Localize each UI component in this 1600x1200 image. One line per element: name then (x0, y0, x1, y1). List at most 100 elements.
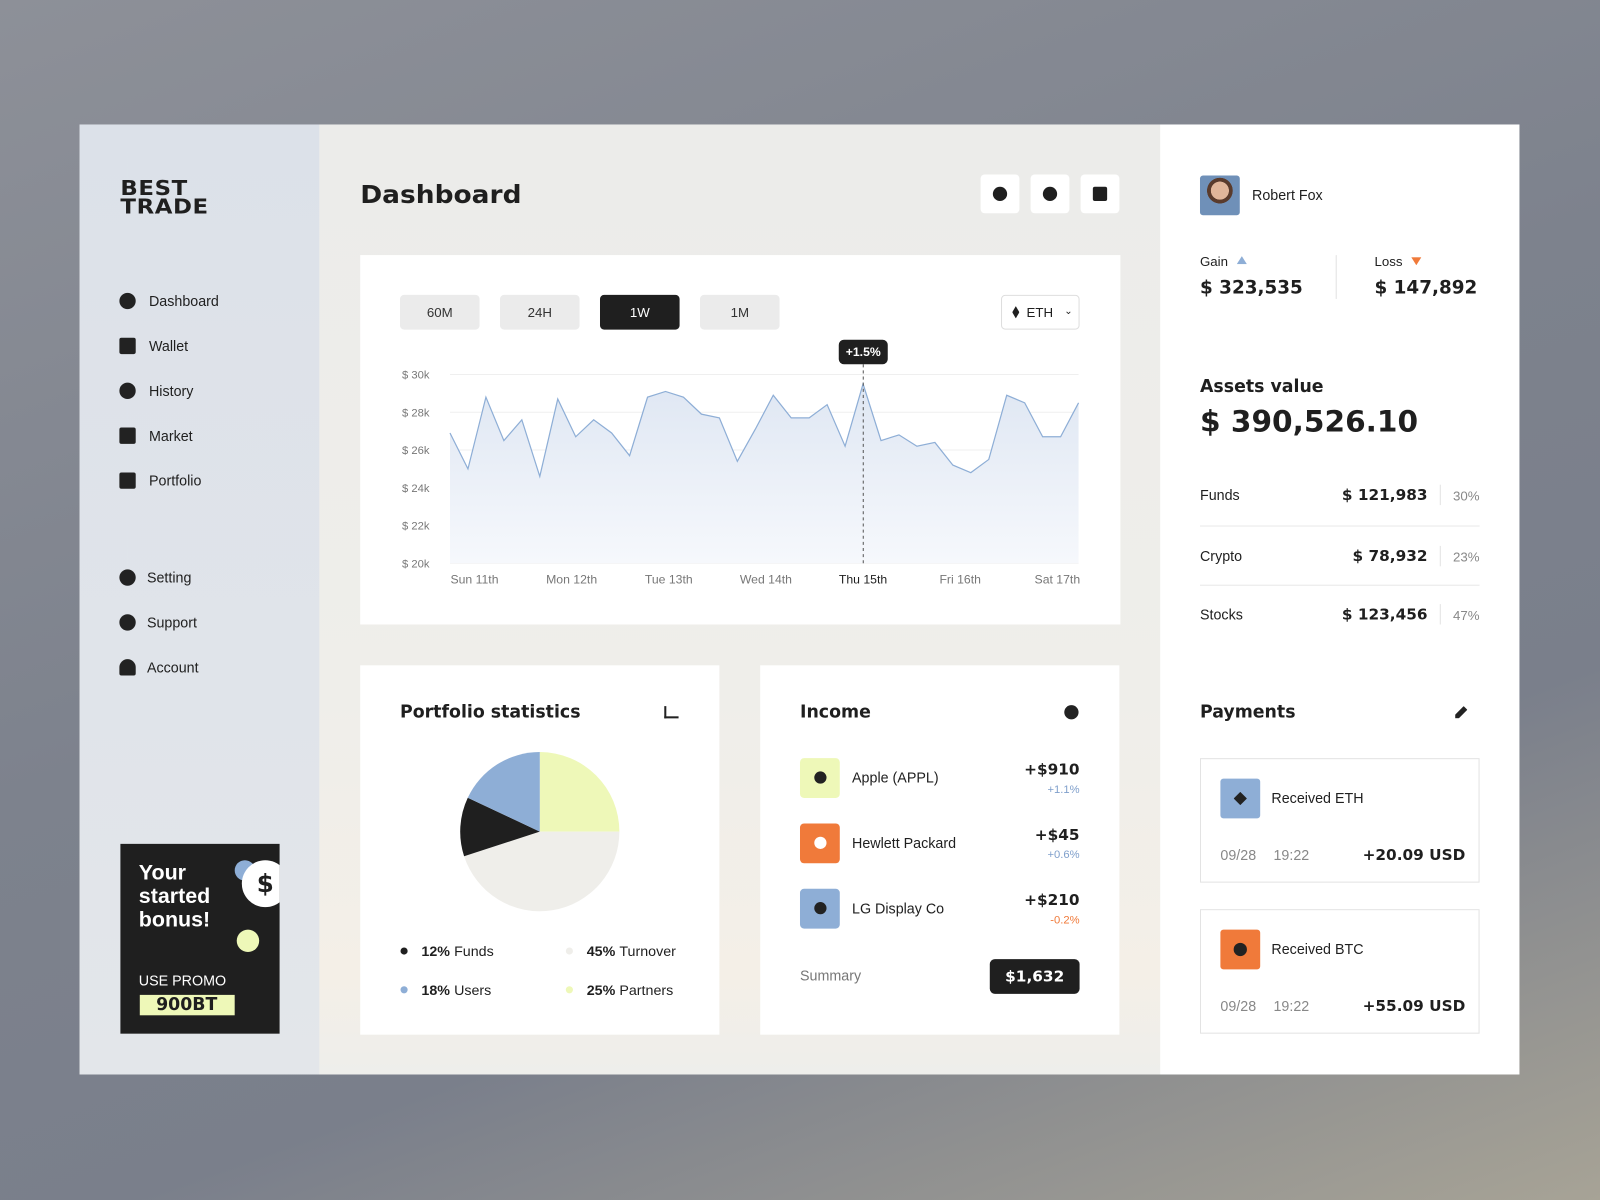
asset-name: Crypto (1199, 547, 1243, 565)
promo-title: bonus! (138, 908, 211, 932)
income-amount: +$45 (1034, 825, 1080, 844)
nav-icon (119, 659, 136, 676)
period-label: 24H (527, 304, 552, 320)
promo-dot (236, 929, 260, 953)
nav-icon (119, 382, 136, 399)
income-change: +1.1% (1047, 783, 1080, 796)
right-panel (1160, 124, 1520, 1075)
payment-date: 09/28 (1220, 997, 1257, 1015)
company-name: LG Display Co (852, 899, 945, 917)
asset-name: Funds (1199, 486, 1240, 504)
asset-share: 47% (1453, 607, 1480, 623)
loss-arrow (1411, 257, 1422, 266)
income-change: -0.2% (1050, 914, 1080, 927)
gain-value: $ 323,535 (1199, 277, 1303, 299)
chevron: ⌄ (1064, 305, 1073, 317)
company-glyph (814, 902, 827, 915)
promo-code: 900BT (156, 994, 218, 1016)
promo-code-bg (139, 994, 235, 1016)
period-button[interactable] (699, 294, 780, 330)
nav-icon (119, 472, 136, 489)
asset-divider (1439, 545, 1441, 567)
nav-item[interactable]: Account (146, 659, 199, 676)
stats-icon (664, 706, 679, 719)
company-name: Hewlett Packard (852, 834, 957, 852)
asset-name: Stocks (1199, 606, 1243, 623)
card-title: Income (799, 702, 871, 723)
payment-time: 19:22 (1273, 846, 1310, 864)
payment-date: 09/28 (1220, 846, 1257, 864)
nav-item[interactable]: Wallet (148, 337, 189, 355)
brand: BEST (120, 175, 188, 200)
promo-title: Your (138, 861, 186, 885)
card-title: Portfolio statistics (399, 702, 581, 723)
promo-title: started (138, 884, 211, 909)
summary-value: $1,632 (1005, 967, 1065, 986)
nav-item[interactable]: Dashboard (148, 292, 219, 310)
nav-item[interactable]: Setting (146, 569, 192, 586)
payment-amount: +55.09 USD (1362, 996, 1466, 1016)
assets-value: $ 390,526.10 (1199, 404, 1419, 439)
payment-time: 19:22 (1273, 997, 1310, 1015)
period-label: 1M (730, 304, 750, 320)
nav-item[interactable]: Support (146, 614, 197, 631)
nav-icon (119, 569, 136, 586)
loss-label: Loss (1374, 253, 1403, 269)
user-name: Robert Fox (1252, 186, 1323, 204)
brand: TRADE (120, 193, 209, 219)
divider (1335, 255, 1337, 299)
header-icon (1042, 186, 1058, 202)
asset-value: $ 123,456 (1341, 605, 1428, 624)
nav-icon (119, 292, 136, 310)
nav-item[interactable]: Portfolio (148, 472, 202, 489)
assets-title: Assets value (1199, 376, 1324, 397)
period-button[interactable] (399, 294, 480, 330)
payment-amount: +20.09 USD (1362, 845, 1466, 865)
asset-divider (1439, 484, 1441, 506)
asset-divider (1439, 604, 1441, 625)
row-separator (1199, 584, 1480, 586)
nav-item[interactable]: Market (148, 427, 193, 444)
asset-value: $ 78,932 (1352, 546, 1428, 566)
payment-title: Received BTC (1271, 940, 1364, 958)
row-separator (1199, 525, 1480, 527)
promo-text: USE PROMO (138, 972, 227, 989)
nav-icon (119, 427, 136, 444)
promo-coin: $ (241, 860, 280, 908)
currency-label: ETH (1026, 304, 1054, 320)
company-glyph (814, 836, 827, 849)
company-glyph (814, 771, 827, 784)
gain-arrow (1236, 256, 1247, 265)
gain-label: Gain (1199, 253, 1229, 269)
company-name: Apple (APPL) (852, 769, 939, 786)
header-icon (992, 186, 1008, 202)
gear-icon[interactable] (1064, 705, 1079, 720)
nav-icon (119, 614, 136, 631)
nav-item[interactable]: History (148, 382, 194, 399)
currency-select[interactable] (1001, 294, 1080, 330)
summary-pill (989, 959, 1080, 994)
asset-share: 30% (1453, 488, 1480, 504)
payment-glyph (1233, 942, 1247, 957)
asset-value: $ 121,983 (1341, 485, 1428, 505)
nav-icon (119, 337, 136, 355)
loss-value: $ 147,892 (1374, 277, 1478, 299)
period-button[interactable] (599, 294, 680, 330)
asset-share: 23% (1453, 549, 1480, 565)
income-change: +0.6% (1047, 848, 1080, 862)
payment-title: Received ETH (1271, 789, 1364, 807)
income-amount: +$910 (1024, 760, 1080, 779)
payment-card[interactable] (1199, 758, 1480, 883)
summary-label: Summary (799, 967, 862, 984)
eth-icon (1012, 306, 1020, 319)
period-label: 1W (629, 304, 650, 320)
income-amount: +$210 (1024, 890, 1080, 910)
period-button[interactable] (499, 294, 580, 330)
payment-glyph (1233, 791, 1247, 806)
header-icon (1092, 186, 1108, 202)
page-title: Dashboard (360, 180, 522, 210)
period-label: 60M (426, 304, 453, 320)
payment-card[interactable] (1199, 909, 1480, 1034)
